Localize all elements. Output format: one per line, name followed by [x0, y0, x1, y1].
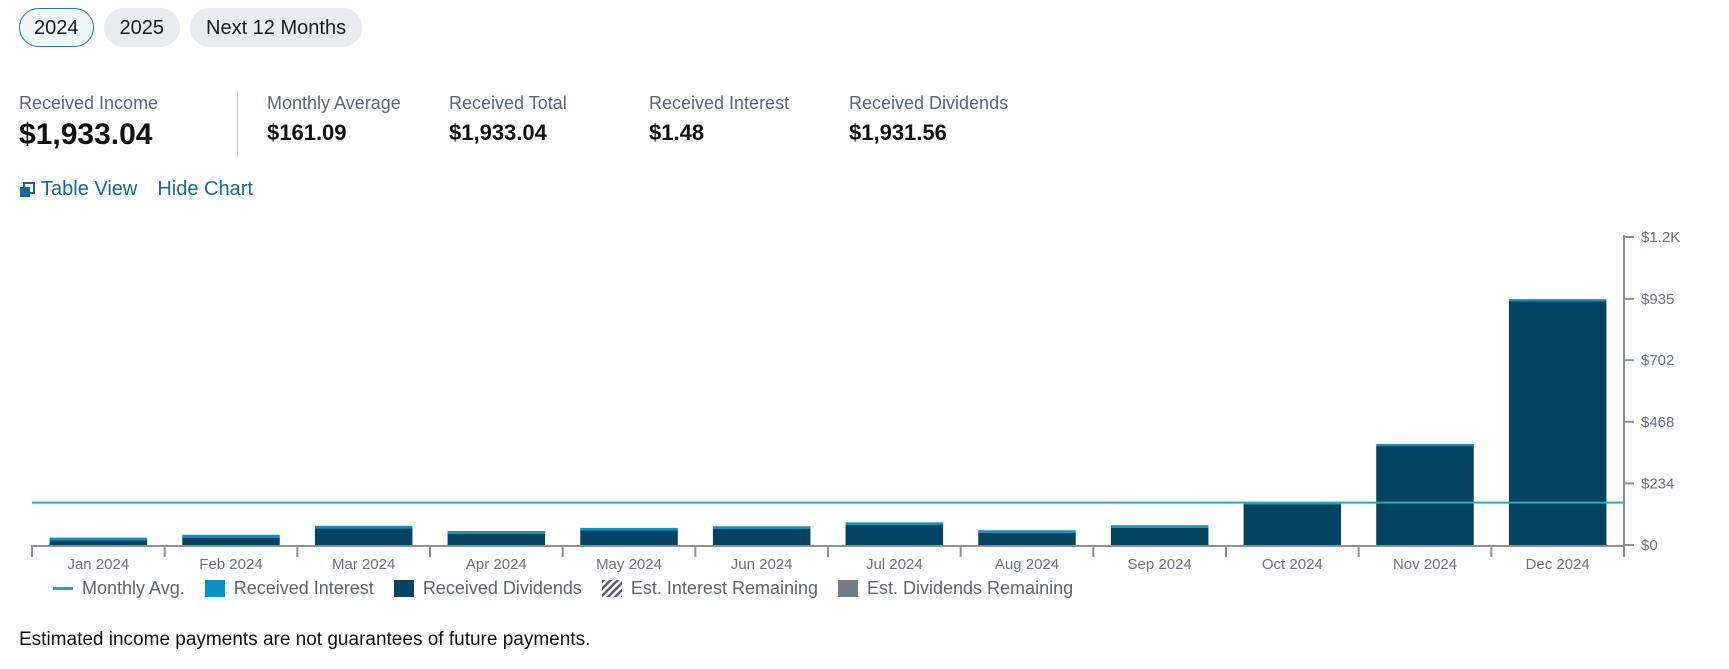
- stat-label: Received Interest: [649, 93, 790, 113]
- bar-received-dividends: [314, 528, 413, 545]
- bar-received-dividends: [1110, 527, 1209, 545]
- legend-label: Est. Interest Remaining: [630, 578, 818, 598]
- legend-label: Monthly Avg.: [82, 578, 185, 598]
- bar-received-dividends: [447, 533, 546, 545]
- stat-value: $1,933.04: [19, 118, 153, 151]
- table-view-link[interactable]: Table View: [19, 178, 137, 201]
- bar-received-interest: [447, 531, 546, 534]
- legend-swatch: [838, 580, 858, 597]
- bar-received-dividends: [845, 524, 944, 545]
- tab-2024[interactable]: 2024: [19, 8, 94, 47]
- bar-received-interest: [1110, 525, 1209, 528]
- stat-received-income: Received Income $1,933.04: [19, 92, 237, 156]
- bar-received-interest: [49, 537, 148, 541]
- bar-received-dividends: [580, 530, 678, 545]
- x-tick-label: Jan 2024: [67, 556, 129, 573]
- legend-received-dividends: Received Dividends: [393, 578, 582, 599]
- period-tabs: 2024 2025 Next 12 Months: [19, 8, 363, 47]
- y-tick-label: $234: [1641, 475, 1674, 492]
- hide-chart-link[interactable]: Hide Chart: [157, 178, 253, 201]
- bar-received-interest: [1508, 299, 1607, 302]
- x-tick-label: Feb 2024: [199, 556, 262, 573]
- stat-received-dividends: Received Dividends $1,931.56: [849, 92, 1049, 156]
- legend-hatch-swatch: [601, 580, 622, 597]
- chart-actions: Table View Hide Chart: [19, 178, 253, 201]
- hide-chart-label: Hide Chart: [157, 178, 253, 200]
- legend-label: Received Interest: [233, 578, 374, 598]
- bar-received-interest: [182, 534, 280, 538]
- legend-line-swatch: [53, 587, 73, 590]
- legend-est-interest-remaining: Est. Interest Remaining: [601, 578, 818, 599]
- stat-divider: [237, 92, 238, 156]
- y-tick-label: $0: [1641, 537, 1658, 554]
- x-tick-label: Sep 2024: [1128, 556, 1192, 573]
- y-tick-label: $1.2K: [1641, 229, 1680, 246]
- bar-received-dividends: [978, 532, 1076, 545]
- stat-value: $1.48: [649, 120, 705, 145]
- y-tick-label: $702: [1641, 352, 1674, 369]
- income-summary: Received Income $1,933.04 Monthly Averag…: [19, 92, 1049, 156]
- bar-received-interest: [845, 522, 944, 525]
- table-view-icon: [20, 181, 35, 197]
- legend-swatch: [393, 580, 414, 597]
- stat-label: Received Total: [449, 93, 567, 113]
- bar-received-interest: [978, 530, 1076, 533]
- bar-received-interest: [1376, 443, 1474, 447]
- stat-monthly-average: Monthly Average $161.09: [267, 92, 449, 156]
- y-tick-label: $935: [1641, 291, 1674, 308]
- stat-label: Received Income: [19, 93, 159, 113]
- legend-received-interest: Received Interest: [204, 578, 374, 599]
- disclaimer-text: Estimated income payments are not guaran…: [19, 629, 591, 650]
- stat-value: $1,933.04: [449, 120, 547, 145]
- stat-label: Received Dividends: [849, 93, 1009, 113]
- bar-received-dividends: [1376, 446, 1474, 545]
- stat-received-interest: Received Interest $1.48: [649, 92, 849, 156]
- tab-next-12-months[interactable]: Next 12 Months: [190, 8, 363, 47]
- legend-swatch: [204, 580, 225, 597]
- x-tick-label: Mar 2024: [332, 556, 395, 573]
- x-tick-label: Dec 2024: [1526, 556, 1590, 573]
- x-tick-label: Oct 2024: [1262, 556, 1323, 573]
- x-tick-label: Jul 2024: [866, 556, 923, 573]
- x-tick-label: Apr 2024: [466, 556, 527, 573]
- income-bar-chart: Jan 2024 Feb 2024 Mar 2024 Apr 2024 May 2024…: [31, 229, 1680, 573]
- legend-est-dividends-remaining: Est. Dividends Remaining: [838, 578, 1073, 599]
- x-tick-label: Nov 2024: [1393, 556, 1457, 573]
- table-view-label: Table View: [41, 178, 138, 200]
- y-tick-label: $468: [1641, 414, 1674, 431]
- bar-received-dividends: [1243, 504, 1342, 545]
- legend-label: Received Dividends: [422, 578, 582, 598]
- stat-value: $161.09: [267, 120, 347, 145]
- stat-value: $1,931.56: [849, 120, 947, 145]
- x-tick-label: Jun 2024: [731, 556, 793, 573]
- tab-2025[interactable]: 2025: [103, 8, 180, 47]
- legend-label: Est. Dividends Remaining: [867, 578, 1074, 598]
- x-tick-label: Aug 2024: [995, 556, 1059, 573]
- legend-monthly-avg: Monthly Avg.: [53, 578, 185, 599]
- stat-received-total: Received Total $1,933.04: [449, 92, 649, 156]
- bar-received-interest: [314, 525, 413, 529]
- bar-received-dividends: [1508, 301, 1607, 545]
- chart-legend: Monthly Avg. Received Interest Received …: [53, 578, 1093, 599]
- bar-received-dividends: [712, 528, 811, 545]
- stat-label: Monthly Average: [267, 93, 401, 113]
- bar-received-interest: [580, 527, 678, 531]
- bar-received-dividends: [182, 537, 280, 545]
- bar-received-dividends: [49, 540, 148, 545]
- x-tick-label: May 2024: [596, 556, 662, 573]
- bar-received-interest: [712, 526, 811, 529]
